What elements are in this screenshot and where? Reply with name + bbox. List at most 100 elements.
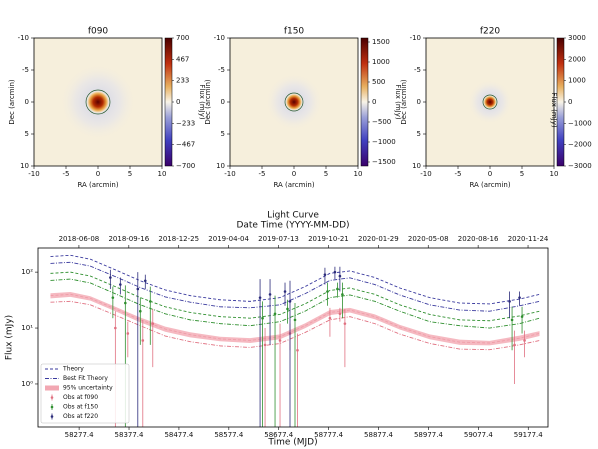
top-tick-label: 2020-05-08 <box>408 235 449 243</box>
observation <box>111 296 115 299</box>
y-axis-label: Flux (mJy) <box>5 315 15 360</box>
observation <box>268 293 272 296</box>
beam-ring <box>482 94 498 110</box>
x-axis-label: RA (arcmin) <box>77 181 118 189</box>
observation <box>296 348 299 352</box>
top-tick-label: 2019-10-21 <box>308 235 349 243</box>
x-tick-label: -10 <box>224 170 235 178</box>
observation <box>261 316 264 320</box>
observation <box>141 339 145 342</box>
x-tick-label: 58877.4 <box>364 431 393 439</box>
x-tick-label: -5 <box>63 170 70 178</box>
observation <box>288 300 292 303</box>
x-axis-label: RA (arcmin) <box>273 181 314 189</box>
legend-label: Best Fit Theory <box>63 375 108 382</box>
legend-label: Obs at f150 <box>63 404 98 411</box>
y-axis-label: Dec (arcmin) <box>400 79 408 125</box>
beam-ring <box>284 92 304 112</box>
colorbar-tick-label: −233 <box>176 119 195 127</box>
legend-swatch <box>50 396 54 399</box>
panel-title: f150 <box>284 27 305 37</box>
uncertainty-band <box>50 292 540 346</box>
top-tick-label: 2020-01-29 <box>358 235 399 243</box>
observation <box>114 326 117 330</box>
model-curve <box>50 300 540 351</box>
x-tick-label: 10 <box>354 170 363 178</box>
model-curve <box>50 278 540 329</box>
top-tick-label: 2018-09-16 <box>108 235 149 243</box>
model-curve <box>50 261 540 312</box>
x-tick-label: 10 <box>550 170 559 178</box>
x-tick-label: 59077.4 <box>464 431 493 439</box>
legend-swatch <box>45 385 59 391</box>
x-tick-label: 58577.4 <box>214 431 243 439</box>
colorbar-label: Flux (mJy) <box>198 84 206 120</box>
y-tick-label: 10¹ <box>21 324 33 332</box>
y-tick-label: 0 <box>417 98 421 106</box>
x-tick-label: 5 <box>520 170 524 178</box>
observation <box>258 296 262 299</box>
x-tick-label: 0 <box>488 170 492 178</box>
observation <box>510 318 514 322</box>
colorbar-tick-label: 1500 <box>372 38 390 46</box>
colorbar-tick-label: 467 <box>176 55 189 63</box>
colorbar <box>360 37 369 167</box>
observation <box>518 296 521 299</box>
top-tick-label: 2018-12-25 <box>158 235 199 243</box>
colorbar-tick-label: 1000 <box>372 58 390 66</box>
observation <box>263 343 267 347</box>
observation <box>338 312 342 316</box>
observation <box>286 307 289 311</box>
y-tick-label: -5 <box>218 66 225 74</box>
colorbar-tick-label: −500 <box>372 118 391 126</box>
observation <box>151 322 155 325</box>
observation <box>338 274 342 278</box>
observation <box>523 339 526 342</box>
chart-title: Light Curve <box>267 211 319 221</box>
colorbar-tick-label: 2000 <box>568 55 586 63</box>
x-tick-label: 58277.4 <box>65 431 94 439</box>
colorbar-tick-label: 3000 <box>568 34 586 42</box>
colorbar <box>164 37 173 167</box>
x-tick-label: 10 <box>158 170 167 178</box>
observation <box>136 287 140 291</box>
legend-label: Obs at f090 <box>63 394 98 401</box>
x-axis-label: Time (MJD) <box>267 438 317 448</box>
legend-label: Theory <box>62 366 84 373</box>
y-tick-label: 5 <box>417 130 421 138</box>
colorbar-tick-label: −2000 <box>568 141 592 149</box>
model-curve <box>50 254 540 305</box>
x-tick-label: 58977.4 <box>414 431 443 439</box>
colorbar-tick-label: −700 <box>176 162 195 170</box>
y-axis-label: Dec (arcmin) <box>204 79 212 125</box>
y-tick-label: -5 <box>414 66 421 74</box>
colorbar-label: Flux (mJy) <box>550 92 558 128</box>
observation <box>513 343 516 347</box>
x-tick-label: -5 <box>455 170 462 178</box>
y-tick-label: 5 <box>25 130 29 138</box>
x-axis-label: RA (arcmin) <box>469 181 510 189</box>
colorbar-tick-label: 500 <box>372 78 385 86</box>
legend-label: 95% uncertainty <box>63 385 113 392</box>
x-tick-label: 58777.4 <box>314 431 343 439</box>
colorbar-tick-label: 1000 <box>568 77 586 85</box>
observation <box>328 316 332 320</box>
colorbar-label: Flux (mJy) <box>394 84 402 120</box>
observation <box>109 276 112 279</box>
panel-title: f090 <box>88 27 109 37</box>
colorbar-tick-label: 0 <box>176 98 180 106</box>
observation <box>126 332 130 335</box>
y-axis-label: Dec (arcmin) <box>8 79 16 125</box>
y-tick-label: -5 <box>22 66 29 74</box>
image-core <box>87 91 109 113</box>
top-tick-label: 2020-11-24 <box>508 235 549 243</box>
beam-ring <box>85 89 111 115</box>
x-tick-label: 5 <box>128 170 132 178</box>
colorbar-tick-label: 0 <box>372 98 376 106</box>
colorbar-tick-label: −1500 <box>372 158 396 166</box>
observation <box>333 270 337 274</box>
colorbar-tick-label: 700 <box>176 34 189 42</box>
y-tick-label: -10 <box>214 34 225 42</box>
observation <box>278 339 282 342</box>
x-tick-label: 58377.4 <box>115 431 144 439</box>
